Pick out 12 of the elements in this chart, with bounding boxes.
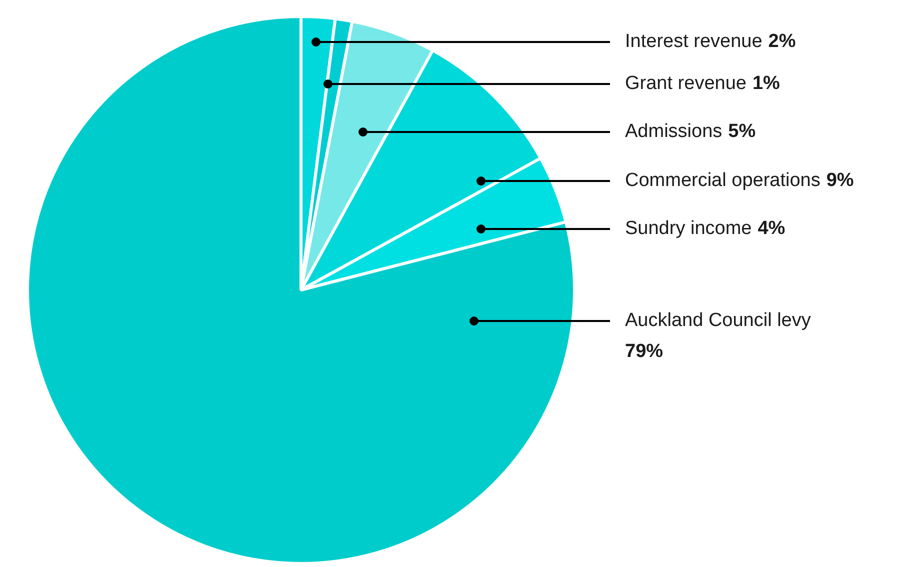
slice-label: Interest revenue <box>625 31 762 52</box>
slice-label: Commercial operations <box>625 170 820 192</box>
data-label: 4% <box>758 218 786 240</box>
data-label: 9% <box>826 170 854 192</box>
slice-label: Admissions <box>625 121 722 142</box>
data-label: 1% <box>752 73 780 94</box>
slice-label: Auckland Council levy <box>625 310 812 332</box>
data-label: 79% <box>625 341 664 362</box>
slice-label: Sundry income <box>625 218 752 240</box>
data-label: 5% <box>728 121 756 142</box>
data-label: 2% <box>768 31 796 52</box>
slice-label: Grant revenue <box>625 73 746 94</box>
